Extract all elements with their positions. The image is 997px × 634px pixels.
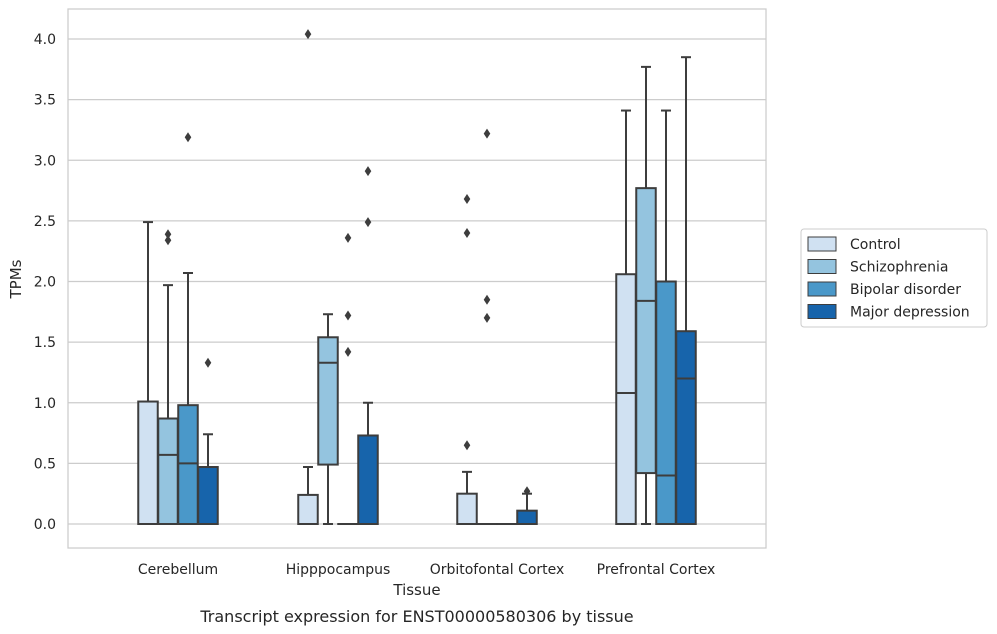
box-group	[317, 313, 339, 525]
box	[297, 493, 319, 525]
outlier-point	[483, 294, 491, 305]
box-group	[177, 132, 199, 525]
box-group	[476, 128, 498, 526]
outlier-point	[463, 194, 471, 205]
x-tick-label: Cerebellum	[138, 562, 218, 578]
outlier-point	[164, 229, 172, 240]
box-group	[516, 486, 538, 526]
outlier-point	[344, 232, 352, 243]
legend-swatch	[807, 259, 837, 274]
legend-swatch	[807, 281, 837, 297]
box	[635, 187, 657, 475]
y-tick-label: 2.5	[34, 214, 56, 230]
legend-frame	[800, 228, 988, 328]
box-group	[456, 194, 478, 525]
outlier-point	[364, 217, 372, 228]
x-axis-label: Tissue	[392, 581, 440, 599]
box	[615, 273, 637, 525]
box	[655, 280, 677, 525]
legend: Control Schizophrenia Bipolar disorder Majo…	[800, 228, 988, 328]
box	[197, 466, 219, 526]
outlier-point	[463, 228, 471, 238]
box	[137, 400, 159, 526]
box-group	[157, 229, 179, 526]
box	[177, 404, 199, 525]
outlier-point	[164, 235, 172, 246]
y-tick-label: 1.5	[34, 335, 56, 351]
outlier-point	[344, 346, 352, 357]
box	[456, 492, 478, 525]
y-tick-label: 1.0	[34, 396, 56, 412]
legend-label: Major depression	[850, 305, 970, 321]
y-tick-label: 2.0	[34, 275, 56, 291]
y-axis-label: TPMs	[7, 259, 25, 299]
x-tick-label: Orbitofontal Cortex	[430, 562, 565, 578]
box-group	[675, 56, 697, 525]
y-tick-label: 3.0	[34, 153, 56, 169]
box	[157, 417, 179, 526]
box-group	[137, 221, 159, 526]
box-group	[615, 109, 637, 525]
y-tick-label: 0.0	[34, 517, 56, 533]
legend-label: Bipolar disorder	[850, 282, 961, 298]
box-group	[357, 166, 379, 525]
chart-caption: Transcript expression for ENST0000058030…	[199, 607, 633, 626]
y-axis-ticks: 0.0 0.5 1.0 1.5 2.0 2.5 3.0 3.5 4.0	[34, 32, 56, 533]
x-tick-label: Prefrontal Cortex	[597, 562, 716, 578]
box	[317, 336, 339, 466]
outlier-point	[523, 486, 531, 497]
box	[675, 330, 697, 525]
box-group	[297, 29, 319, 525]
legend-label: Schizophrenia	[850, 260, 948, 276]
outlier-point	[483, 128, 491, 139]
outlier-point	[304, 29, 312, 40]
y-tick-label: 4.0	[34, 32, 56, 48]
outlier-point	[344, 310, 352, 321]
y-tick-label: 3.5	[34, 93, 56, 109]
legend-swatch	[807, 304, 837, 319]
legend-label: Control	[850, 237, 901, 253]
outlier-point	[463, 440, 471, 451]
outlier-point	[483, 312, 491, 323]
outlier-point	[184, 132, 192, 143]
boxes-layer	[137, 29, 697, 526]
x-axis-ticks: Cerebellum Hipppocampus Orbitofontal Corte…	[138, 562, 715, 578]
box	[516, 509, 538, 526]
outlier-point	[204, 357, 212, 368]
box-group	[635, 65, 657, 525]
box	[357, 434, 379, 525]
box-group	[337, 232, 359, 526]
box-group	[197, 357, 219, 526]
x-tick-label: Hipppocampus	[286, 562, 391, 578]
outlier-point	[364, 166, 372, 177]
legend-swatch	[807, 236, 837, 252]
y-tick-label: 0.5	[34, 456, 56, 472]
